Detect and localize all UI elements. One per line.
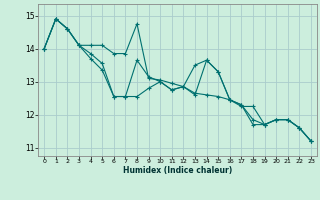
X-axis label: Humidex (Indice chaleur): Humidex (Indice chaleur) (123, 166, 232, 175)
